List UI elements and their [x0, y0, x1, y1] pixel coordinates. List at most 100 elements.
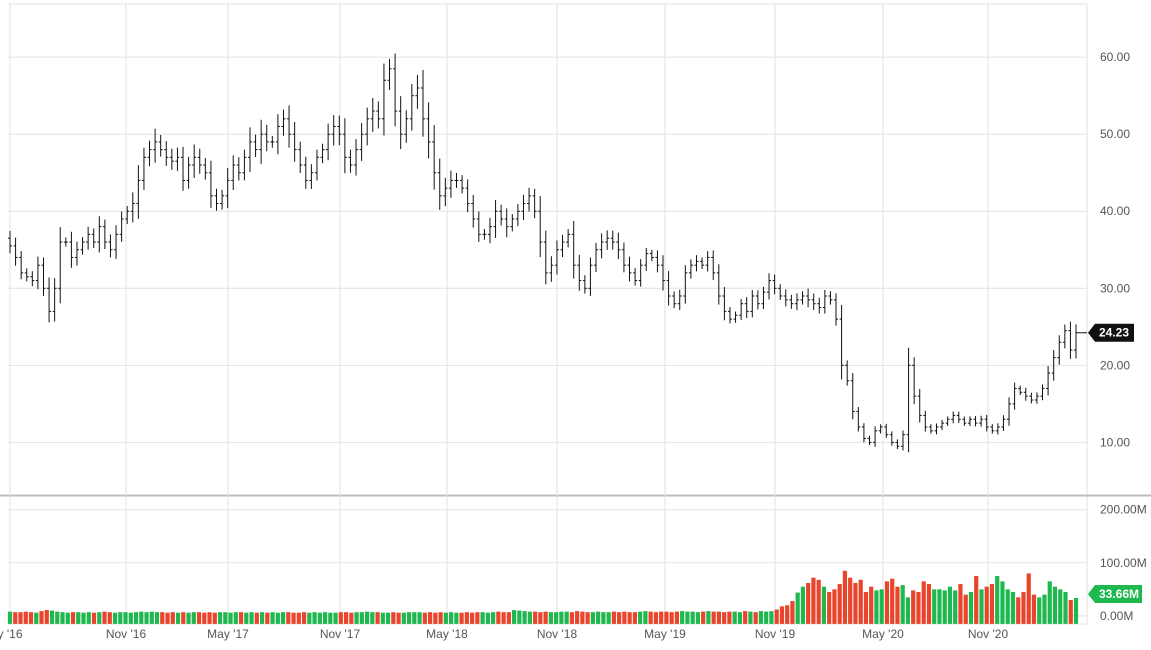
price-bar	[74, 241, 79, 266]
price-bar	[817, 297, 822, 314]
volume-bar	[601, 612, 606, 624]
price-bar	[314, 149, 319, 181]
price-bar	[136, 165, 141, 219]
price-bar	[683, 265, 688, 304]
price-bar	[292, 122, 297, 162]
price-bar	[471, 194, 476, 228]
y-tick-label: 20.00	[1100, 358, 1130, 372]
volume-bar	[895, 586, 900, 624]
volume-bar	[611, 611, 616, 624]
volume-bar	[527, 611, 532, 624]
price-bar	[594, 242, 599, 273]
volume-bar	[191, 612, 196, 624]
price-bar	[694, 255, 699, 272]
volume-bar	[107, 612, 112, 624]
volume-bar	[491, 612, 496, 624]
price-bar	[443, 177, 448, 207]
volume-bar	[958, 584, 963, 624]
price-bar	[928, 424, 933, 434]
volume-bar	[149, 611, 154, 624]
volume-bar	[128, 612, 133, 624]
price-bar	[577, 254, 582, 291]
price-bar	[247, 127, 252, 172]
price-bar	[275, 114, 280, 155]
volume-bar	[385, 612, 391, 624]
volume-bar	[806, 582, 811, 624]
volume-bar	[685, 611, 690, 624]
price-bar	[532, 188, 537, 219]
volume-bar	[1068, 599, 1073, 624]
price-bar	[560, 234, 565, 258]
volume-bar	[779, 606, 785, 624]
price-bar	[761, 286, 766, 310]
price-bar	[69, 231, 74, 268]
price-bar	[733, 311, 738, 323]
price-bar	[114, 225, 119, 259]
price-bar	[460, 175, 465, 194]
volume-bar	[102, 611, 107, 624]
price-bar	[63, 237, 68, 247]
volume-bar	[44, 610, 49, 624]
price-bar	[554, 240, 559, 275]
y-tick-label: 60.00	[1100, 50, 1130, 64]
volume-bar	[554, 612, 559, 624]
volume-bar	[1073, 598, 1079, 624]
volume-bar	[170, 612, 175, 624]
price-bar	[940, 419, 945, 431]
price-bar	[108, 234, 113, 258]
volume-bar	[506, 612, 511, 624]
volume-bar	[575, 611, 580, 624]
volume-bar	[680, 611, 685, 624]
volume-bar	[727, 611, 732, 624]
volume-bar	[254, 612, 259, 624]
price-bar	[510, 214, 515, 232]
price-bar	[984, 414, 989, 432]
last-volume-flag	[1088, 585, 1142, 603]
volume-bar	[842, 570, 848, 624]
price-bar	[934, 423, 939, 435]
volume-bar	[832, 589, 837, 624]
volume-bar	[202, 612, 207, 624]
volume-bar	[244, 612, 249, 624]
price-bar	[47, 277, 52, 323]
price-bar	[493, 200, 498, 238]
price-bar	[153, 128, 158, 163]
volume-bar	[989, 584, 995, 624]
price-bar	[253, 134, 258, 157]
price-bar	[337, 115, 342, 146]
price-bar	[979, 415, 984, 427]
grid-lines	[0, 3, 1151, 625]
price-bar	[527, 187, 532, 212]
price-bar	[52, 278, 57, 322]
price-bar	[1074, 324, 1078, 359]
volume-bar	[175, 612, 181, 624]
volume-bar	[580, 611, 585, 624]
price-bar	[242, 149, 247, 181]
price-bar	[660, 255, 665, 291]
volume-bar	[196, 612, 202, 624]
volume-bar	[412, 612, 417, 624]
volume-bar	[659, 611, 664, 624]
price-bar	[1046, 365, 1051, 396]
price-bar	[599, 233, 604, 259]
x-tick-label: May '20	[862, 627, 904, 641]
volume-bar	[643, 611, 648, 624]
volume-bar	[1063, 591, 1068, 624]
volume-bar	[23, 611, 28, 624]
volume-bar	[716, 611, 722, 624]
volume-bar	[863, 591, 869, 624]
volume-bar	[501, 612, 506, 624]
price-bar	[744, 297, 749, 318]
volume-bar	[533, 611, 538, 624]
price-bar	[130, 192, 135, 223]
y-tick-label: 30.00	[1100, 281, 1130, 295]
last-price-label: 24.23	[1099, 326, 1129, 340]
volume-bar	[7, 611, 13, 624]
price-bar	[214, 188, 219, 211]
volume-bar	[470, 612, 475, 624]
volume-bar	[1031, 594, 1037, 624]
price-bar	[549, 256, 554, 282]
price-bar	[889, 431, 894, 446]
x-tick-label: May '18	[426, 627, 468, 641]
price-bar	[711, 250, 716, 280]
